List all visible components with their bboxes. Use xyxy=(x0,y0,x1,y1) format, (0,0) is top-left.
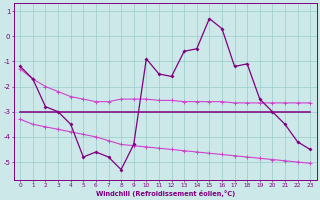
X-axis label: Windchill (Refroidissement éolien,°C): Windchill (Refroidissement éolien,°C) xyxy=(96,190,235,197)
